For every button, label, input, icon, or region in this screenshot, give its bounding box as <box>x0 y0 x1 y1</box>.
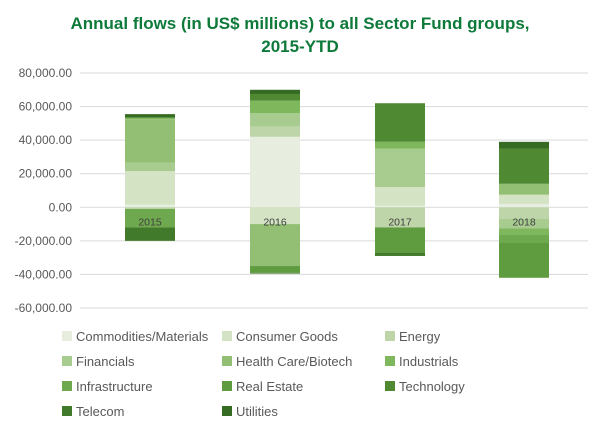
legend-label: Utilities <box>236 404 278 419</box>
bar-segment <box>125 207 175 209</box>
legend: Commodities/Materials Consumer Goods Energ… <box>62 329 465 419</box>
bar-segment <box>499 141 549 149</box>
legend-swatch <box>62 356 72 366</box>
bar-segment <box>499 242 549 278</box>
legend-swatch <box>385 356 395 366</box>
bar-segment <box>499 194 549 204</box>
legend-label: Commodities/Materials <box>76 329 209 344</box>
bar-segment <box>499 228 549 235</box>
y-tick-label: -60,000.00 <box>15 301 73 315</box>
bar-segment <box>499 148 549 184</box>
legend-label: Financials <box>76 354 135 369</box>
bars <box>125 89 549 278</box>
category-label: 2018 <box>512 216 536 228</box>
bar-segment <box>375 148 425 188</box>
bar-segment <box>499 207 549 220</box>
bar-segment <box>250 93 300 101</box>
legend-swatch <box>62 381 72 391</box>
bar-segment <box>250 113 300 127</box>
legend-label: Real Estate <box>236 379 303 394</box>
bar-segment <box>125 162 175 172</box>
category-labels: 2015 2016 2017 2018 <box>138 216 536 228</box>
bar-segment <box>125 171 175 205</box>
legend-swatch <box>222 331 232 341</box>
bar-segment <box>125 227 175 241</box>
legend-swatch <box>222 406 232 416</box>
legend-label: Energy <box>399 329 441 344</box>
y-tick-label: 20,000.00 <box>19 167 73 181</box>
bar-segment <box>250 126 300 137</box>
legend-label: Infrastructure <box>76 379 153 394</box>
bar-segment <box>375 207 425 228</box>
bar-segment <box>250 89 300 94</box>
y-tick-label: 60,000.00 <box>19 100 73 114</box>
y-tick-label: -20,000.00 <box>15 234 73 248</box>
bar-segment <box>499 203 549 208</box>
bar-segment <box>250 100 300 114</box>
bar-segment <box>125 114 175 118</box>
y-tick-label: -40,000.00 <box>15 267 73 281</box>
bar-segment <box>250 224 300 267</box>
bar-segment <box>250 207 300 225</box>
legend-label: Health Care/Biotech <box>236 354 352 369</box>
bar-segment <box>250 266 300 273</box>
bar-segment <box>375 227 425 253</box>
bar-segment <box>375 103 425 142</box>
legend-label: Telecom <box>76 404 124 419</box>
bar-segment <box>375 252 425 256</box>
legend-label: Technology <box>399 379 465 394</box>
legend-label: Consumer Goods <box>236 329 338 344</box>
y-tick-label: 0.00 <box>49 200 73 214</box>
bar-segment <box>375 205 425 208</box>
bar-segment <box>250 136 300 208</box>
y-tick-label: 80,000.00 <box>19 66 73 80</box>
bar-segment <box>125 204 175 208</box>
legend-swatch <box>222 356 232 366</box>
y-axis: 80,000.00 60,000.00 40,000.00 20,000.00 0.00… <box>15 66 73 315</box>
legend-swatch <box>62 406 72 416</box>
legend-swatch <box>385 331 395 341</box>
legend-swatch <box>62 331 72 341</box>
bar-segment <box>375 141 425 149</box>
y-tick-label: 40,000.00 <box>19 133 73 147</box>
legend-label: Industrials <box>399 354 459 369</box>
bar-segment <box>499 219 549 229</box>
category-label: 2017 <box>388 216 412 228</box>
bar-segment <box>499 183 549 195</box>
bar-segment <box>125 117 175 120</box>
category-label: 2016 <box>263 216 287 228</box>
chart-title-line-1: Annual flows (in US$ millions) to all Se… <box>70 14 529 33</box>
bar-segment <box>250 272 300 274</box>
bar-segment <box>499 234 549 243</box>
chart-title-line-2: 2015-YTD <box>261 37 338 56</box>
bar-segment <box>375 187 425 206</box>
category-label: 2015 <box>138 216 162 228</box>
legend-swatch <box>385 381 395 391</box>
bar-segment <box>125 119 175 163</box>
bar-segment <box>125 208 175 228</box>
legend-swatch <box>222 381 232 391</box>
